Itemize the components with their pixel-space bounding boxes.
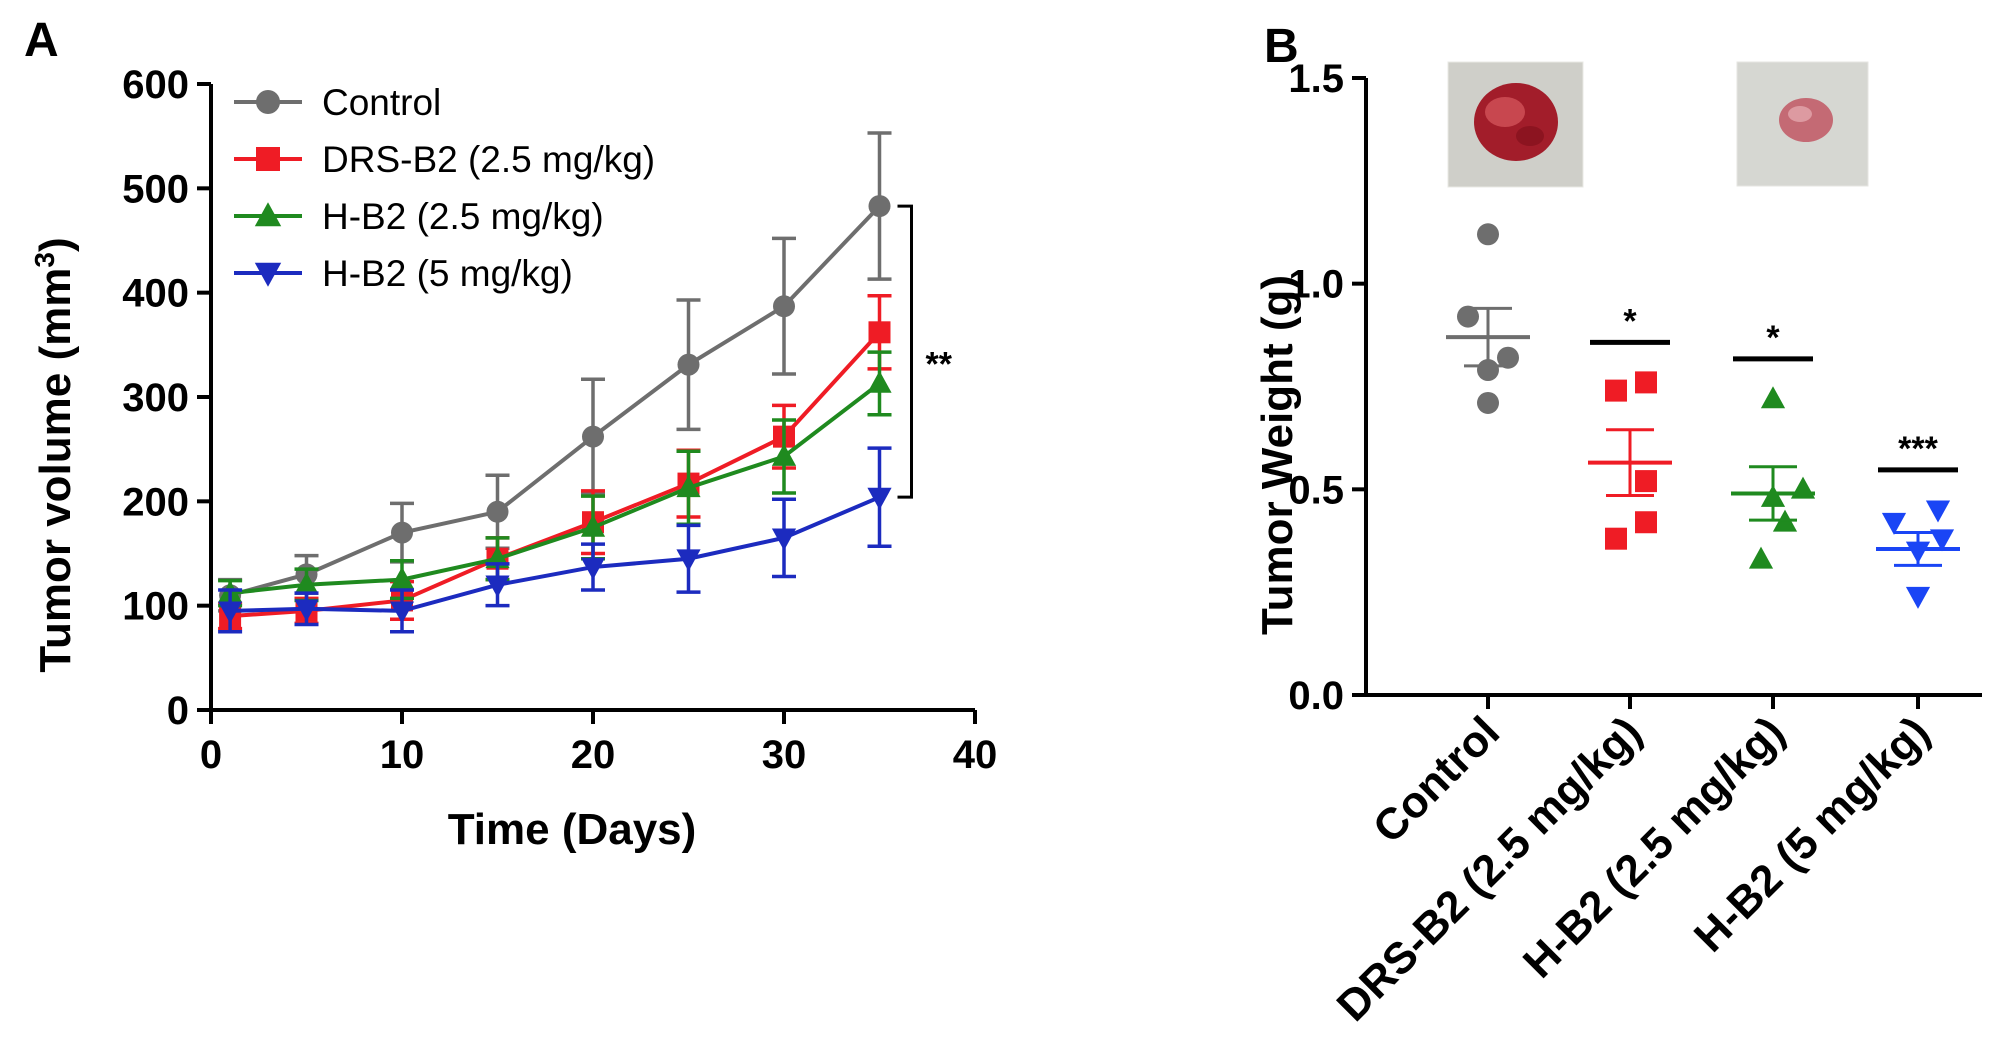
series-line — [229, 381, 881, 596]
y-tick-label-b: 0.0 — [1288, 674, 1344, 718]
data-point — [868, 195, 891, 218]
data-point — [1925, 500, 1951, 523]
groups-b: * **** — [1446, 223, 1960, 609]
data-point — [582, 425, 604, 448]
group-1: * — [1588, 302, 1672, 550]
legend-marker — [256, 90, 280, 114]
data-point — [580, 514, 606, 537]
legend-marker — [254, 202, 282, 227]
data-point — [1881, 512, 1907, 535]
data-point — [218, 601, 243, 624]
y-axis-title-close: ) — [31, 237, 80, 252]
group-2: * — [1731, 319, 1816, 569]
y-tick-label: 400 — [122, 272, 189, 316]
x-tick-label: 20 — [571, 733, 616, 777]
legend-label: H-B2 (5 mg/kg) — [322, 253, 573, 294]
data-point — [1760, 386, 1786, 409]
panel-label-b: B — [1264, 20, 1299, 73]
y-tick-label-b: 0.5 — [1288, 468, 1344, 512]
legend: Control DRS-B2 (2.5 mg/kg) H-B2 (2.5 mg/kg… — [234, 82, 655, 294]
data-point — [294, 572, 319, 595]
data-point — [771, 528, 797, 551]
series-line — [229, 204, 881, 598]
data-point — [485, 575, 510, 598]
data-point — [1477, 223, 1499, 246]
data-point — [676, 549, 701, 572]
category-label: H-B2 (2.5 mg/kg) — [1514, 707, 1794, 987]
group-3: *** — [1876, 430, 1960, 609]
legend-marker — [256, 147, 280, 171]
legend-label: DRS-B2 (2.5 mg/kg) — [322, 139, 655, 180]
series-a — [218, 131, 892, 634]
x-tick-label: 40 — [953, 733, 998, 777]
y-tick-label: 500 — [122, 167, 189, 211]
data-point — [773, 295, 795, 318]
x-tick-label: 10 — [380, 733, 425, 777]
x-axis-title: Time (Days) — [448, 805, 697, 854]
data-point — [391, 521, 413, 544]
data-point — [868, 321, 891, 344]
data-point — [1605, 379, 1627, 402]
data-point — [294, 599, 319, 622]
significance-bracket: ** — [897, 204, 953, 499]
y-tick-label: 200 — [122, 480, 189, 524]
data-point — [389, 566, 415, 589]
data-point — [389, 601, 415, 624]
significance-label: * — [1623, 302, 1637, 340]
data-point — [580, 557, 606, 580]
category-label: Control — [1364, 707, 1509, 852]
axes-a: 0 100 200 300 400 500 600 0 10 20 30 40 — [122, 63, 997, 777]
data-point — [1929, 529, 1955, 552]
significance-label: * — [1766, 319, 1780, 357]
data-point — [677, 353, 700, 376]
y-tick-label-b: 1.5 — [1288, 57, 1344, 101]
y-tick-label: 100 — [122, 585, 189, 629]
data-point — [676, 475, 701, 498]
y-tick-label: 600 — [122, 63, 189, 107]
data-point — [867, 370, 892, 393]
data-point — [1477, 391, 1499, 414]
y-tick-label-b: 1.0 — [1288, 263, 1344, 307]
legend-label: Control — [322, 82, 441, 123]
significance-label: *** — [1898, 430, 1938, 468]
data-point — [1497, 346, 1519, 369]
series-3 — [218, 446, 892, 634]
data-point — [1635, 371, 1657, 394]
axes-b: 0.0 0.5 1.0 1.5 — [1288, 57, 1982, 718]
data-point — [1635, 511, 1657, 534]
data-point — [771, 443, 797, 466]
significance-label: ** — [926, 346, 953, 384]
x-tick-label: 0 — [200, 733, 222, 777]
treated-tumor-photo — [1736, 61, 1869, 187]
panel-label-a: A — [24, 14, 59, 67]
y-tick-label: 300 — [122, 376, 189, 420]
bracket-line — [897, 204, 913, 499]
data-point — [486, 500, 509, 523]
data-point — [1748, 546, 1774, 569]
y-axis-title-b: Tumor Weight (g) — [1253, 275, 1302, 635]
group-0 — [1446, 223, 1530, 414]
data-point — [1905, 586, 1931, 609]
y-axis-title-text: Tumor volume (mm — [31, 268, 80, 673]
data-point — [1605, 527, 1627, 550]
legend-label: H-B2 (2.5 mg/kg) — [322, 196, 604, 237]
data-point — [1457, 305, 1479, 328]
control-tumor-photo — [1447, 61, 1584, 188]
y-axis-title-superscript: 3 — [29, 252, 60, 268]
y-tick-label: 0 — [167, 689, 189, 733]
series-line — [230, 495, 881, 613]
data-point — [1635, 470, 1657, 493]
x-tick-label: 30 — [762, 733, 807, 777]
data-point — [867, 487, 892, 510]
series-0 — [218, 131, 892, 613]
legend-marker — [254, 262, 282, 287]
y-axis-title: Tumor volume (mm3) — [29, 237, 80, 672]
line-chart: 0 100 200 300 400 500 600 0 10 20 30 40 Control DRS-… — [29, 63, 997, 854]
